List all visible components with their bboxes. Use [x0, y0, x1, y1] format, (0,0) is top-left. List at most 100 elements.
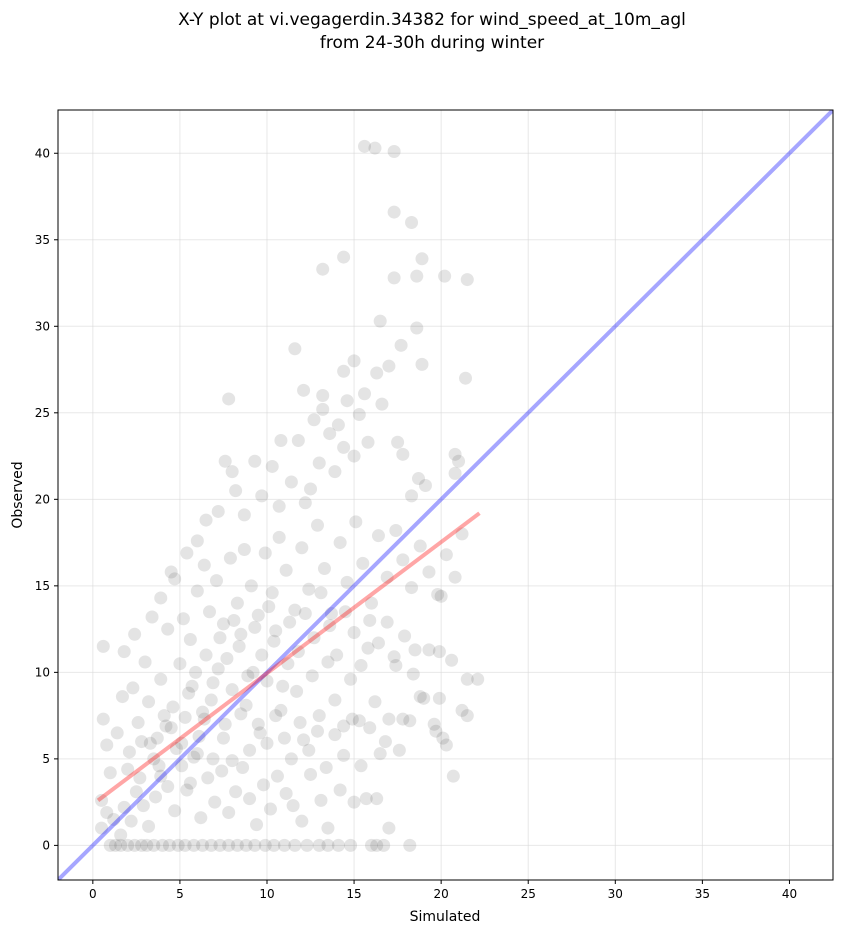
x-tick-label: 0 — [89, 887, 97, 901]
data-point — [142, 695, 156, 709]
data-point — [344, 672, 358, 686]
y-tick-label: 5 — [42, 752, 50, 766]
x-tick-label: 25 — [521, 887, 536, 901]
data-point — [234, 627, 248, 641]
data-point — [354, 759, 368, 773]
data-point — [298, 496, 312, 510]
data-point — [438, 269, 452, 283]
data-point — [337, 748, 351, 762]
data-point — [460, 672, 474, 686]
data-point — [203, 605, 217, 619]
data-point — [168, 572, 182, 586]
data-point — [274, 703, 288, 717]
data-point — [223, 551, 237, 565]
data-point — [95, 821, 109, 835]
data-point — [150, 731, 164, 745]
data-point — [375, 397, 389, 411]
data-point — [396, 447, 410, 461]
data-point — [378, 735, 392, 749]
data-point — [255, 648, 269, 662]
data-point — [427, 717, 441, 731]
data-point — [269, 624, 283, 638]
data-point — [432, 691, 446, 705]
data-point — [142, 819, 156, 833]
data-point — [129, 785, 143, 799]
data-point — [304, 767, 318, 781]
data-point — [431, 587, 445, 601]
data-point — [291, 433, 305, 447]
data-point — [220, 652, 234, 666]
data-point — [337, 440, 351, 454]
data-point — [157, 709, 171, 723]
data-point — [316, 262, 330, 276]
data-point — [277, 731, 291, 745]
data-point — [128, 627, 142, 641]
data-point — [110, 726, 124, 740]
data-point — [201, 771, 215, 785]
data-point — [258, 546, 272, 560]
data-point — [279, 786, 293, 800]
data-point — [197, 712, 211, 726]
data-point — [293, 716, 307, 730]
data-point — [225, 754, 239, 768]
data-point — [387, 205, 401, 219]
data-point — [356, 556, 370, 570]
data-point — [121, 838, 135, 852]
data-point — [439, 738, 453, 752]
x-tick-label: 10 — [259, 887, 274, 901]
data-point — [173, 657, 187, 671]
data-point — [363, 721, 377, 735]
data-point — [138, 655, 152, 669]
data-point — [136, 799, 150, 813]
data-point — [194, 811, 208, 825]
data-point — [108, 838, 122, 852]
data-point — [258, 838, 272, 852]
data-point — [204, 693, 218, 707]
data-point — [239, 698, 253, 712]
data-point — [304, 482, 318, 496]
y-tick-label: 25 — [35, 406, 50, 420]
data-point — [180, 546, 194, 560]
data-point — [412, 472, 426, 486]
x-axis-label: Simulated — [410, 909, 481, 925]
data-point — [124, 814, 138, 828]
data-point — [354, 658, 368, 672]
data-point — [269, 709, 283, 723]
x-tick-label: 15 — [346, 887, 361, 901]
data-point — [380, 570, 394, 584]
data-point — [392, 743, 406, 757]
data-point — [222, 392, 236, 406]
data-point — [460, 273, 474, 287]
data-point — [162, 838, 176, 852]
data-point — [364, 596, 378, 610]
data-point — [459, 371, 473, 385]
data-point — [345, 712, 359, 726]
data-point — [218, 454, 232, 468]
data-point — [389, 658, 403, 672]
data-point — [281, 657, 295, 671]
data-point — [297, 383, 311, 397]
data-point — [352, 714, 366, 728]
data-point — [352, 408, 366, 422]
data-point — [154, 672, 168, 686]
data-point — [187, 838, 201, 852]
data-point — [452, 454, 466, 468]
data-point — [267, 634, 281, 648]
data-point — [284, 475, 298, 489]
data-point — [180, 783, 194, 797]
data-point — [323, 619, 337, 633]
data-point — [295, 814, 309, 828]
data-point — [239, 838, 253, 852]
y-tick-label: 0 — [42, 838, 50, 852]
data-point — [222, 838, 236, 852]
data-point — [297, 733, 311, 747]
data-point — [243, 792, 257, 806]
data-point — [211, 504, 225, 518]
data-point — [176, 612, 190, 626]
data-point — [248, 620, 262, 634]
data-point — [190, 584, 204, 598]
data-point — [100, 806, 114, 820]
data-point — [305, 669, 319, 683]
fit-line — [96, 511, 481, 803]
data-point — [187, 750, 201, 764]
